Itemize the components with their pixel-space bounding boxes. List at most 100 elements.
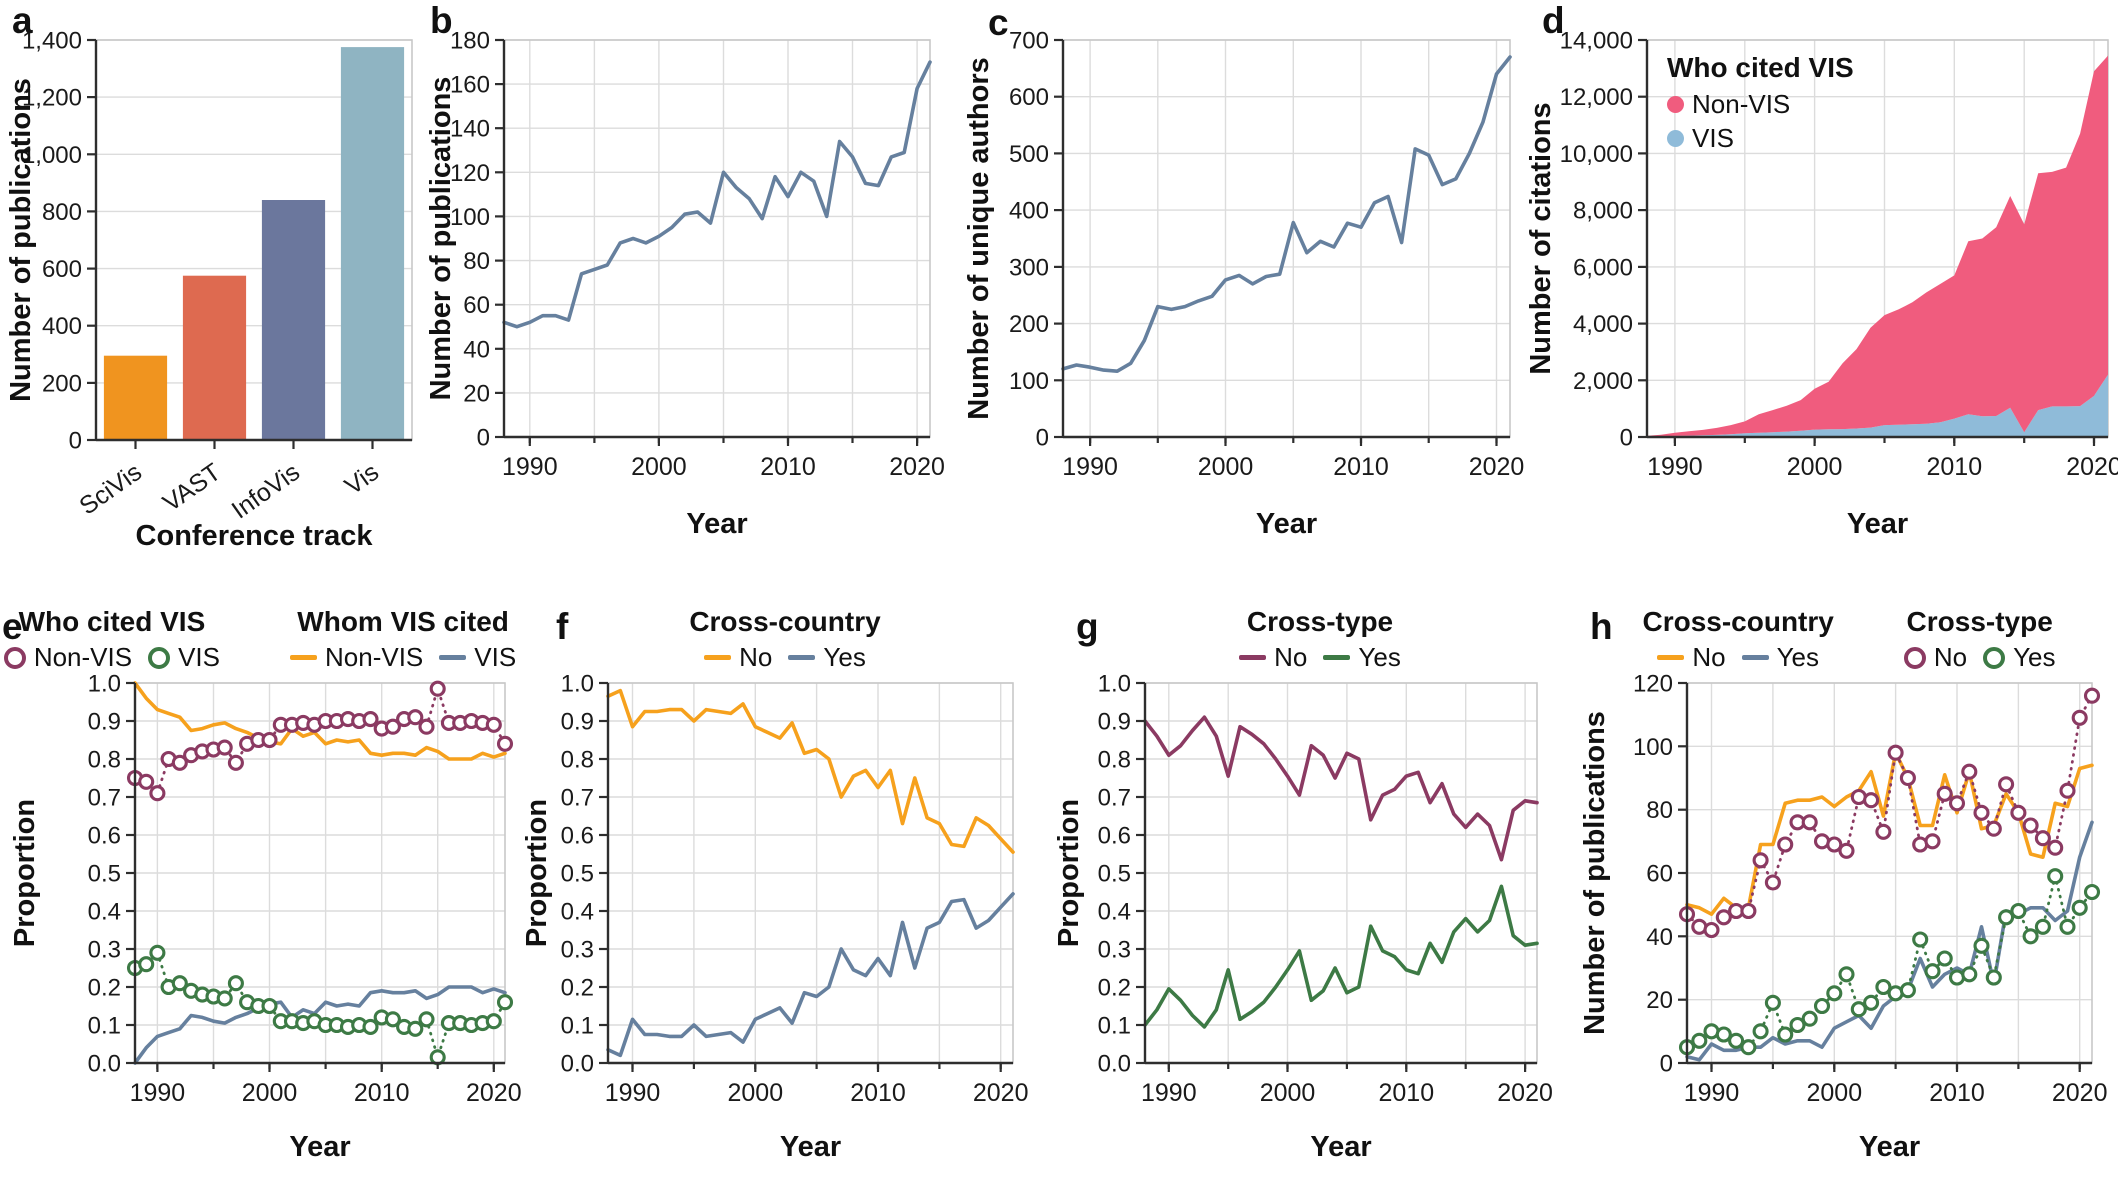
y-tick-label: 600	[42, 256, 82, 283]
y-axis-title: Number of unique authors	[963, 57, 995, 420]
legend: Cross-country No Yes Cross-type No Yes	[1588, 606, 2110, 673]
y-tick-label: 0.8	[1098, 747, 1131, 774]
legend-swatch-line-icon	[439, 655, 467, 660]
y-tick-label: 0.8	[88, 747, 121, 774]
legend-item-label: VIS	[1692, 123, 1734, 153]
legend-item-label: VIS	[178, 642, 220, 672]
chart-e-proportion-citation-flows: 0.0 0.1 0.2 0.3 0.4 0.5 0.6 0.7 0.8 0.9 1.0 1990 200…	[9, 671, 522, 1164]
marker-ring-icon	[2047, 839, 2064, 856]
panel-a: a 0 200 400 600 800 1,000 1,200 1,400 SciVis VAST…	[0, 0, 420, 590]
y-axis-title: Number of publications	[5, 78, 37, 402]
marker-ring-icon	[485, 1013, 502, 1030]
marker-ring-icon	[1740, 902, 1757, 920]
chart-shape	[133, 950, 507, 1063]
y-tick-label: 0.9	[561, 709, 594, 736]
legend-swatch-ring-icon	[148, 646, 171, 669]
panel-label-e: e	[2, 606, 23, 647]
y-axis-title: Proportion	[1053, 799, 1085, 947]
x-tick-label: 2020	[1497, 1079, 1553, 1107]
marker-ring-icon	[138, 956, 155, 973]
y-tick-label: 4,000	[1573, 311, 1633, 338]
y-tick-label: 140	[450, 116, 490, 143]
y-tick-label: 400	[1009, 198, 1049, 225]
marker-ring-icon	[2022, 817, 2039, 834]
series	[1678, 687, 2101, 1062]
y-tick-label: 0.2	[88, 975, 121, 1002]
y-tick-label: 0.7	[561, 785, 594, 812]
x-tick-label: 2000	[1806, 1079, 1862, 1107]
y-tick-label: 40	[463, 336, 490, 363]
panel-c: c 0 100 200 300 400 500 600 700 1990 2000 2010 2020…	[960, 0, 1524, 590]
legend-title: Cross-country	[1642, 606, 1834, 637]
legend-item: No	[1903, 642, 1967, 673]
legend-item: Non-VIS	[1667, 89, 1790, 120]
series-line-unique-authors	[1061, 55, 1512, 374]
marker-ring-icon	[2083, 883, 2101, 901]
legend-item: VIS	[439, 642, 516, 673]
panel-h: h 0 20 40 60 80 100 120 1990 2000 2010 2020 Number …	[1579, 600, 2118, 1204]
legend-swatch-line-icon	[290, 655, 317, 660]
panel-label-f: f	[556, 606, 569, 647]
x-tick-label: 1990	[1062, 453, 1118, 481]
marker-ring-icon	[418, 1011, 435, 1028]
y-tick-label: 14,000	[1560, 28, 1633, 55]
y-tick-label: 0.5	[88, 861, 121, 888]
legend-title: Whom VIS cited	[297, 606, 509, 637]
panel-label-g: g	[1076, 606, 1099, 647]
legend-item-label: Non-VIS	[33, 642, 133, 672]
series-line-yes	[1143, 884, 1539, 1029]
marker-ring-icon	[407, 1020, 424, 1037]
marker-ring-icon	[1936, 950, 1953, 967]
x-tick-label: 2010	[760, 453, 816, 481]
x-tick-label: 2020	[2052, 1079, 2108, 1107]
series-line-whom-vis-cited-vis	[133, 985, 507, 1065]
x-tick-label: 2010	[1926, 453, 1982, 481]
marker-ring-icon	[407, 709, 424, 726]
legend-swatch-dot-icon	[1667, 130, 1684, 147]
y-tick-label: 2,000	[1573, 368, 1633, 395]
legend-group: Cross-country No Yes	[1642, 606, 1833, 673]
x-axis-title: Conference track	[136, 520, 374, 552]
x-tick-label: 1990	[130, 1079, 186, 1107]
legend-items: No Yes	[1903, 642, 2056, 673]
grid	[1145, 682, 1537, 1064]
series-line-no	[1143, 715, 1539, 862]
y-tick-label: 0	[477, 425, 490, 452]
marker-ring-icon	[362, 711, 379, 728]
grid	[1063, 39, 1510, 438]
x-axis-title: Year	[780, 1131, 841, 1163]
x-axis-title: Year	[686, 508, 747, 540]
chart-c-line-unique-authors-per-year: 0 100 200 300 400 500 600 700 1990 2000 2010 2020 Nu…	[963, 28, 1524, 541]
y-tick-label: 1.0	[561, 671, 594, 698]
y-tick-label: 200	[1009, 311, 1049, 338]
legend-item-label: Yes	[2013, 642, 2056, 672]
series-dotline-who-cited-vis-vis	[126, 944, 514, 1066]
y-tick-label: 100	[1009, 368, 1049, 395]
x-tick-label: 2020	[466, 1079, 522, 1107]
legend-group: Whom VIS cited Non-VIS VIS	[290, 606, 516, 673]
marker-ring-icon	[2010, 902, 2027, 920]
grid	[1687, 682, 2092, 1064]
x-tick-label: 1990	[1647, 453, 1703, 481]
y-tick-label: 0.9	[88, 709, 121, 736]
x-axis-title: Year	[289, 1131, 350, 1163]
marker-ring-icon	[1838, 842, 1855, 859]
chart-h-publications-cross-collab: 0 20 40 60 80 100 120 1990 2000 2010 2020 Number of…	[1579, 671, 2108, 1164]
y-tick-label: 1,400	[22, 28, 82, 55]
y-tick-label: 0	[1660, 1051, 1673, 1078]
x-category-label: SciVis	[74, 458, 147, 521]
marker-ring-icon	[1899, 982, 1916, 999]
marker-ring-icon	[2071, 899, 2088, 916]
series-dotline-who-cited-vis-non-vis	[126, 680, 514, 802]
panel-label-c: c	[988, 2, 1009, 43]
series-dotline-cross-type-no	[1678, 687, 2101, 939]
y-tick-label: 0.4	[561, 899, 594, 926]
x-category-label: InfoVis	[227, 458, 305, 525]
x-tick-label: 1990	[502, 453, 558, 481]
legend-item: Yes	[1741, 642, 1819, 673]
marker-ring-icon	[1887, 744, 1904, 761]
marker-ring-icon	[2022, 928, 2039, 945]
x-tick-label: 2000	[1260, 1079, 1316, 1107]
legend-item: Yes	[1983, 642, 2056, 673]
legend-swatch-ring-icon	[1983, 646, 2006, 669]
